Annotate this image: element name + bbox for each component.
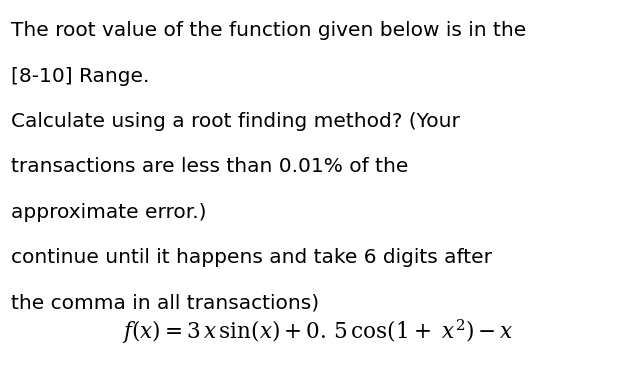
Text: transactions are less than 0.01% of the: transactions are less than 0.01% of the (11, 157, 409, 176)
Text: the comma in all transactions): the comma in all transactions) (11, 294, 319, 313)
Text: $f(x) = 3\,x\,\mathrm{sin}(x) + 0.\,5\,\mathrm{cos}(1 +\ x^2) - x$: $f(x) = 3\,x\,\mathrm{sin}(x) + 0.\,5\,\… (122, 318, 513, 346)
Text: [8-10] Range.: [8-10] Range. (11, 67, 150, 85)
Text: continue until it happens and take 6 digits after: continue until it happens and take 6 dig… (11, 248, 492, 267)
Text: The root value of the function given below is in the: The root value of the function given bel… (11, 21, 526, 40)
Text: Calculate using a root finding method? (Your: Calculate using a root finding method? (… (11, 112, 460, 131)
Text: approximate error.): approximate error.) (11, 203, 207, 222)
